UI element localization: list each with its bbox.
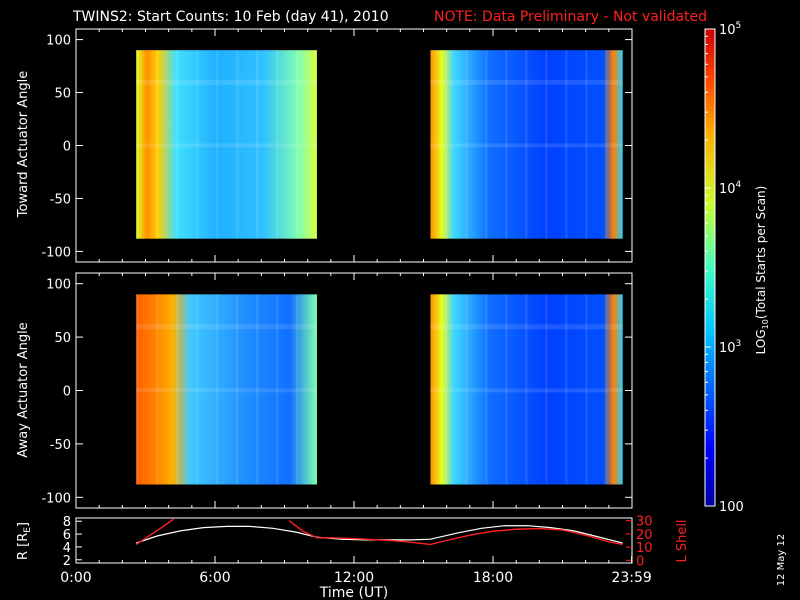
y-tick-label: -100 [41,245,71,260]
lshell-line [135,518,174,546]
r-tick-label: 6 [63,528,71,543]
heatmap-stripe [545,294,548,485]
heatmap-stripe [256,50,259,239]
heatmap-stripe [196,50,199,239]
heatmap-stripe [156,50,159,239]
heatmap-band [136,388,317,393]
heatmap-stripe [485,50,488,239]
middle-ylabel: Away Actuator Angle [16,322,31,457]
y-tick-label: 0 [63,140,71,155]
heatmap-stripe [276,50,279,239]
heatmap-stripe [485,294,488,485]
time-tick-label: 6:00 [199,570,230,586]
y-tick-label: 100 [46,34,71,49]
heatmap-stripe [585,50,588,239]
time-tick-label: 0:00 [60,570,91,586]
r-tick-label: 8 [63,515,71,530]
chart-title: TWINS2: Start Counts: 10 Feb (day 41), 2… [72,9,389,25]
heatmap-stripe [525,294,528,485]
lshell-line [288,520,623,546]
panels-group: -100-50050100-100-50050100246801020300:0… [41,28,653,586]
r-tick-label: 4 [63,541,71,556]
colorbar-tick-label: 104 [719,180,742,197]
lshell-axis-label: L Shell [675,519,690,562]
heatmap-stripe [176,50,179,239]
preliminary-note: NOTE: Data Preliminary - Not validated [434,9,707,25]
generation-date: 12 May 12 [776,534,787,586]
lshell-tick-label: 10 [636,541,653,556]
colorbar-ticks: 105 104 103 100 [705,21,744,515]
y-tick-label: 0 [63,385,71,400]
heatmap-stripe [296,50,299,239]
lshell-tick-label: 20 [636,528,653,543]
heatmap-stripe [465,294,468,485]
heatmap-stripe [256,294,259,485]
r-axis-label: R [RE] [16,522,33,560]
r-tick-label: 2 [63,554,71,569]
heatmap-stripe [216,50,219,239]
heatmap-stripe [565,50,568,239]
colorbar-label: LOG10(Total Starts per Scan) [754,186,770,355]
time-tick-label: 18:00 [473,570,513,586]
heatmap-stripe [505,50,508,239]
heatmap-stripe [525,50,528,239]
lshell-tick-label: 0 [636,554,644,569]
heatmap-band [430,388,623,393]
time-tick-label: 12:00 [334,570,374,586]
heatmap-stripe [605,50,608,239]
heatmap-band [136,79,317,85]
heatmap-stripe [585,294,588,485]
lshell-tick-label: 30 [636,515,653,530]
colorbar [704,28,716,507]
heatmap-stripe [445,50,448,239]
heatmap-stripe [196,294,199,485]
colorbar-tick-label: 100 [719,500,744,515]
colorbar-tick-label: 105 [719,21,741,38]
heatmap-stripe [156,294,159,485]
heatmap-block [136,50,317,239]
heatmap-band [430,79,623,85]
heatmap-block [430,294,623,485]
heatmap-stripe [136,294,139,485]
heatmap-band [430,143,623,148]
heatmap-band [136,324,317,330]
y-tick-label: -50 [50,192,71,207]
heatmap-stripe [216,294,219,485]
heatmap-band [430,324,623,330]
y-tick-label: 50 [54,331,71,346]
heatmap-stripe [236,50,239,239]
y-tick-label: -100 [41,491,71,506]
heatmap-block [136,294,317,485]
heatmap-stripe [545,50,548,239]
heatmap-stripe [565,294,568,485]
y-tick-label: 50 [54,87,71,102]
heatmap-stripe [465,50,468,239]
heatmap-stripe [605,294,608,485]
top-ylabel: Toward Actuator Angle [16,71,31,218]
heatmap-stripe [505,294,508,485]
heatmap-stripe [176,294,179,485]
y-tick-label: -50 [50,438,71,453]
heatmap-stripe [236,294,239,485]
heatmap-stripe [276,294,279,485]
heatmap-stripe [445,294,448,485]
y-tick-label: 100 [46,278,71,293]
heatmap-band [136,143,317,148]
heatmap-block [430,50,623,239]
time-tick-label: 23:59 [611,570,651,586]
x-axis-label: Time (UT) [319,585,388,600]
heatmap-stripe [136,50,139,239]
heatmap-stripe [296,294,299,485]
colorbar-tick-label: 103 [719,339,741,356]
